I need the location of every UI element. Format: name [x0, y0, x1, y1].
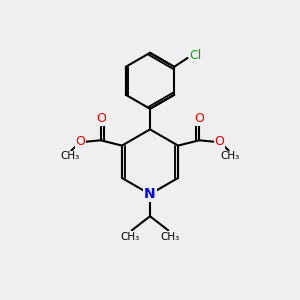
Text: N: N — [144, 187, 156, 201]
Text: O: O — [194, 112, 204, 125]
Text: O: O — [96, 112, 106, 125]
Text: O: O — [76, 135, 85, 148]
Text: O: O — [214, 135, 224, 148]
Text: CH₃: CH₃ — [60, 152, 80, 161]
Text: CH₃: CH₃ — [220, 152, 240, 161]
Text: Cl: Cl — [190, 49, 202, 62]
Text: CH₃: CH₃ — [121, 232, 140, 242]
Text: CH₃: CH₃ — [160, 232, 179, 242]
